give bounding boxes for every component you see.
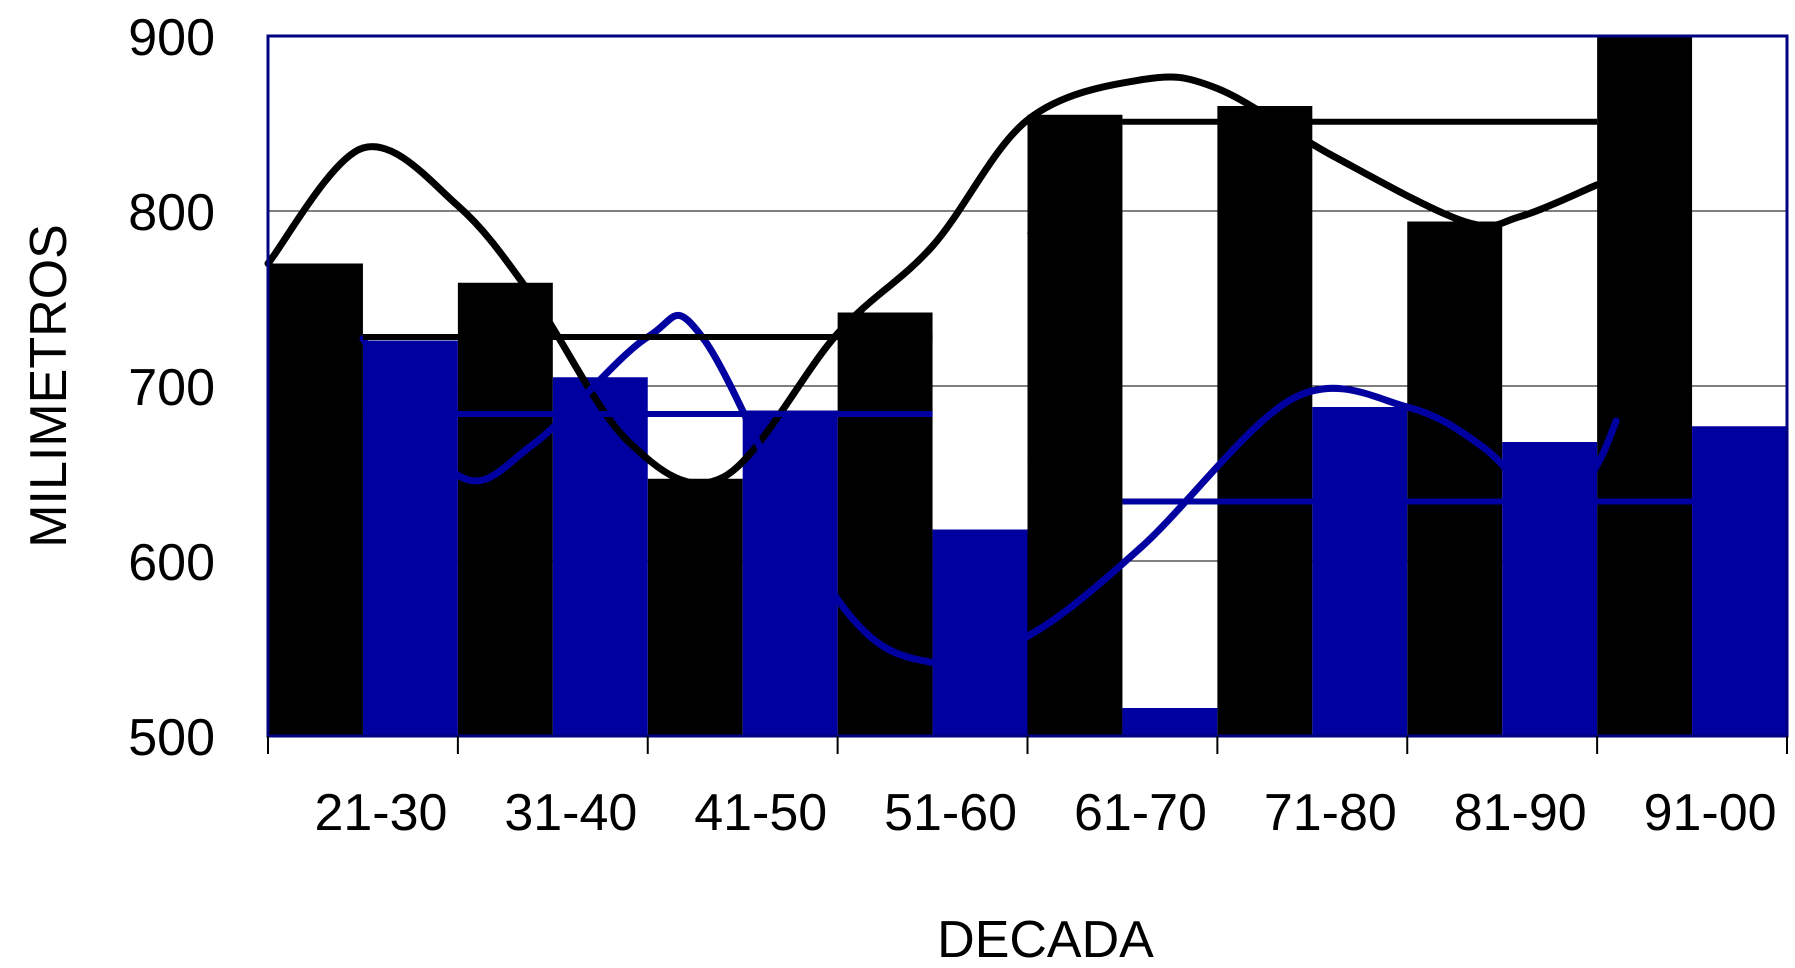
x-tick-label: 61-70 (1074, 784, 1207, 842)
x-tick-label: 71-80 (1264, 784, 1397, 842)
bar-series-2-91-00 (1692, 426, 1787, 736)
bar-series-1-41-50 (647, 478, 743, 736)
overlay-curve-1 (264, 73, 1601, 487)
bar-series-1-81-90 (1407, 221, 1503, 736)
y-axis-tick-labels: 500 600 700 800 900 (128, 9, 215, 767)
x-tick-label: 81-90 (1454, 784, 1587, 842)
x-tick-label: 41-50 (694, 784, 827, 842)
bars (268, 36, 1787, 736)
y-tick-label: 700 (128, 359, 215, 417)
bar-series-2-51-60 (932, 529, 1028, 736)
x-tick-label: 31-40 (504, 784, 637, 842)
bar-series-1-51-60 (837, 312, 933, 736)
x-tick-label: 51-60 (884, 784, 1017, 842)
y-tick-label: 600 (128, 534, 215, 592)
x-tick-label: 91-00 (1644, 784, 1777, 842)
x-axis-tick-labels: 21-30 31-40 41-50 51-60 61-70 71-80 81-90 91-00 (314, 784, 1776, 842)
bar-series-2-21-30 (362, 340, 458, 736)
y-tick-label: 800 (128, 184, 215, 242)
overlay-lines (264, 73, 1787, 668)
y-tick-label: 900 (128, 9, 215, 67)
x-tick-label: 21-30 (314, 784, 447, 842)
bar-series-2-81-90 (1502, 442, 1598, 736)
y-tick-label: 500 (128, 709, 215, 767)
overlay-line-8 (1027, 457, 1123, 503)
bar-series-1-61-70 (1027, 114, 1123, 736)
bar-series-1-21-30 (268, 263, 363, 736)
bar-series-2-31-40 (552, 377, 648, 736)
overlay-curve-2 (359, 311, 1620, 668)
bar-series-1-31-40 (457, 282, 553, 736)
bar-series-2-61-70 (1122, 708, 1218, 736)
x-axis-title: DECADA (937, 911, 1154, 968)
y-axis-title: MILIMETROS (20, 224, 78, 548)
bar-series-2-71-80 (1312, 407, 1408, 736)
overlay-line-7 (1026, 119, 1124, 235)
x-axis-ticks (267, 736, 1788, 754)
bar-series-1-91-00 (1597, 36, 1693, 736)
